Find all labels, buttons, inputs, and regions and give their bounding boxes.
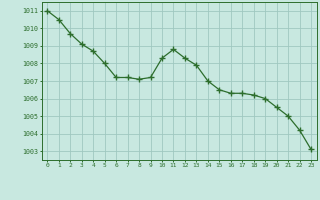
- Text: Graphe pression niveau de la mer (hPa): Graphe pression niveau de la mer (hPa): [65, 184, 255, 193]
